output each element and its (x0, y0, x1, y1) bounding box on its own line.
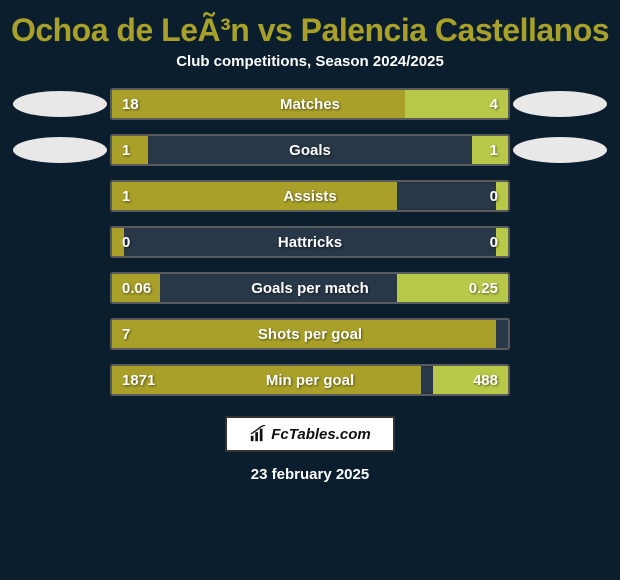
spacer (510, 272, 610, 304)
stat-bar: 00Hattricks (110, 226, 510, 258)
spacer (10, 364, 110, 396)
stat-label: Goals per match (112, 274, 508, 302)
avatar-placeholder-icon (13, 137, 107, 163)
stat-bar: 0.060.25Goals per match (110, 272, 510, 304)
player-avatar-left (10, 88, 110, 120)
spacer (10, 318, 110, 350)
brand-text: FcTables.com (271, 426, 370, 443)
stat-label: Shots per goal (112, 320, 508, 348)
stat-bar: 7Shots per goal (110, 318, 510, 350)
avatar-placeholder-icon (13, 91, 107, 117)
stat-bar: 1871488Min per goal (110, 364, 510, 396)
stat-row: 00Hattricks (10, 226, 610, 258)
stat-label: Matches (112, 90, 508, 118)
avatar-placeholder-icon (513, 137, 607, 163)
spacer (10, 226, 110, 258)
player-avatar-right (510, 88, 610, 120)
stat-row: 1871488Min per goal (10, 364, 610, 396)
stat-label: Min per goal (112, 366, 508, 394)
stat-label: Hattricks (112, 228, 508, 256)
stat-label: Assists (112, 182, 508, 210)
stat-row: 10Assists (10, 180, 610, 212)
stat-row: 11Goals (10, 134, 610, 166)
avatar-placeholder-icon (513, 91, 607, 117)
stat-row: 0.060.25Goals per match (10, 272, 610, 304)
comparison-title: Ochoa de LeÃ³n vs Palencia Castellanos (0, 0, 620, 53)
footer-date: 23 february 2025 (0, 452, 620, 483)
spacer (510, 318, 610, 350)
stat-row: 184Matches (10, 88, 610, 120)
player-avatar-left (10, 134, 110, 166)
comparison-subtitle: Club competitions, Season 2024/2025 (0, 53, 620, 88)
brand-badge[interactable]: FcTables.com (225, 416, 395, 452)
player-avatar-right (510, 134, 610, 166)
stat-row: 7Shots per goal (10, 318, 610, 350)
stat-label: Goals (112, 136, 508, 164)
spacer (510, 226, 610, 258)
spacer (510, 364, 610, 396)
stat-bar: 10Assists (110, 180, 510, 212)
stats-container: 184Matches 11Goals 10Assists 00Hattricks 0.0… (0, 88, 620, 396)
spacer (10, 180, 110, 212)
spacer (10, 272, 110, 304)
spacer (510, 180, 610, 212)
chart-icon (249, 425, 267, 443)
stat-bar: 11Goals (110, 134, 510, 166)
stat-bar: 184Matches (110, 88, 510, 120)
